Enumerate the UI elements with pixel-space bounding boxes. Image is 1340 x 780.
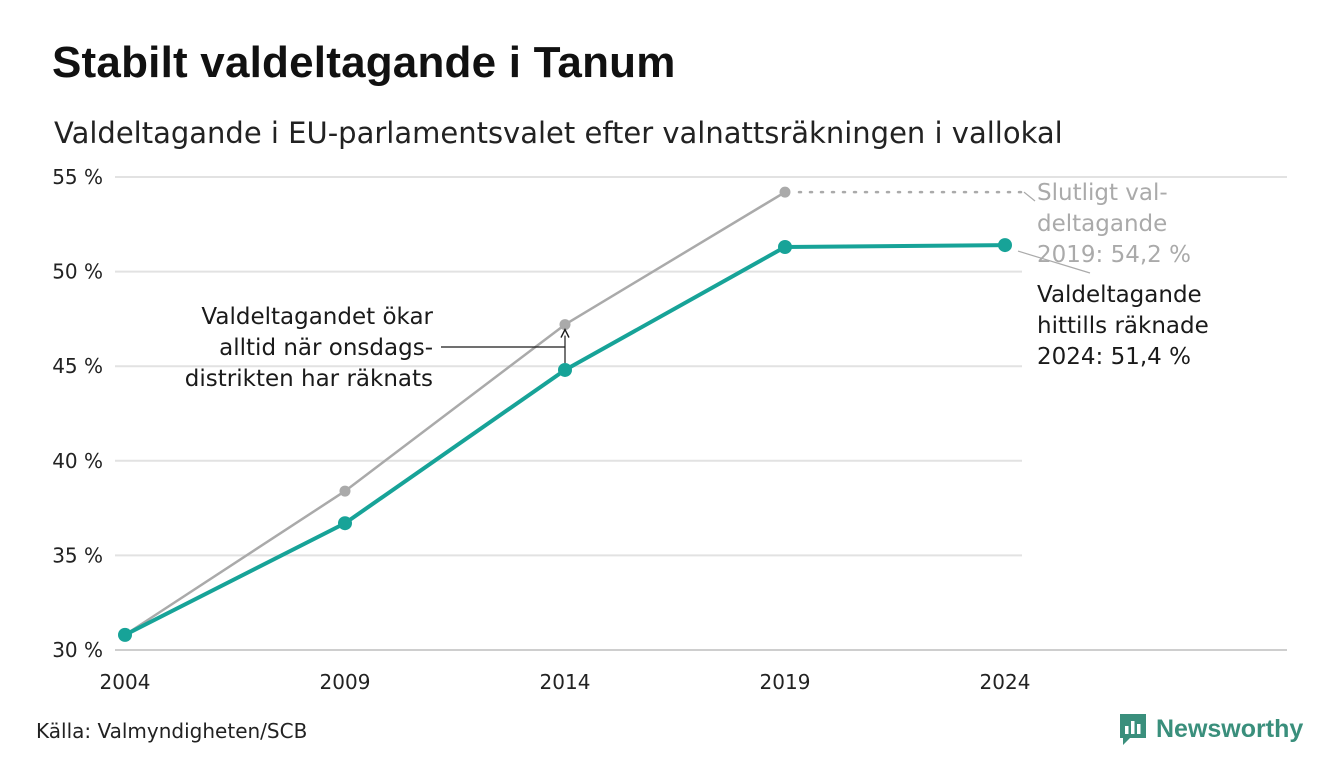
annotation-final_2019-line: Slutligt val- bbox=[1037, 180, 1168, 206]
annotation-counted_2024-line: 2024: 51,4 % bbox=[1037, 344, 1191, 370]
annotation-counted_2024-line: Valdeltagande bbox=[1037, 282, 1202, 308]
annotation-wednesday-line: distrikten har räknats bbox=[185, 366, 433, 392]
chart-bubble-icon bbox=[1120, 714, 1146, 745]
y-tick-label: 50 % bbox=[52, 260, 103, 284]
data-point-election_night bbox=[998, 238, 1012, 253]
y-tick-label: 30 % bbox=[52, 638, 103, 662]
connector-2024 bbox=[1017, 250, 1091, 274]
data-point-election_night bbox=[778, 240, 792, 255]
brand-name: Newsworthy bbox=[1156, 714, 1304, 743]
grid-lines bbox=[115, 176, 1287, 651]
annotation-wednesday-line: Valdeltagandet ökar bbox=[201, 304, 433, 330]
chart-subtitle: Valdeltagande i EU-parlamentsvalet efter… bbox=[54, 116, 1063, 150]
x-tick-label: 2014 bbox=[540, 670, 591, 694]
annotation-arrow-head bbox=[560, 328, 570, 338]
x-tick-label: 2004 bbox=[100, 670, 151, 694]
data-point-final bbox=[559, 319, 571, 331]
x-axis-ticks: 2004 2009 2014 2019 2024 bbox=[100, 670, 1031, 694]
series-lines bbox=[118, 186, 1012, 642]
annotation-final_2019-line: 2019: 54,2 % bbox=[1037, 242, 1191, 268]
connector-final bbox=[1023, 191, 1036, 202]
source-note: Källa: Valmyndigheten/SCB bbox=[36, 719, 308, 743]
x-tick-label: 2024 bbox=[980, 670, 1031, 694]
data-point-election_night bbox=[118, 627, 132, 642]
x-tick-label: 2009 bbox=[320, 670, 371, 694]
brand-logo[interactable]: Newsworthy bbox=[1118, 712, 1303, 746]
y-tick-label: 40 % bbox=[52, 449, 103, 473]
data-point-election_night bbox=[558, 362, 572, 377]
annotations: Slutligt val-deltagande 2019: 54,2 % Valde… bbox=[185, 180, 1209, 392]
data-point-election_night bbox=[338, 516, 352, 531]
annotation-counted_2024-line: hittills räknade bbox=[1037, 313, 1209, 339]
series-line-final bbox=[123, 190, 787, 637]
y-tick-label: 45 % bbox=[52, 354, 103, 378]
x-tick-label: 2019 bbox=[760, 670, 811, 694]
y-tick-label: 35 % bbox=[52, 543, 103, 567]
chart-title: Stabilt valdeltagande i Tanum bbox=[52, 38, 676, 87]
data-point-final bbox=[339, 485, 351, 497]
y-axis-ticks: 30 % 35 % 40 % 45 % 50 % 55 % bbox=[52, 165, 103, 662]
data-point-final bbox=[779, 186, 791, 198]
annotation-wednesday-line: alltid när onsdags- bbox=[219, 335, 433, 361]
annotation-final_2019-line: deltagande bbox=[1037, 211, 1167, 237]
y-tick-label: 55 % bbox=[52, 165, 103, 189]
